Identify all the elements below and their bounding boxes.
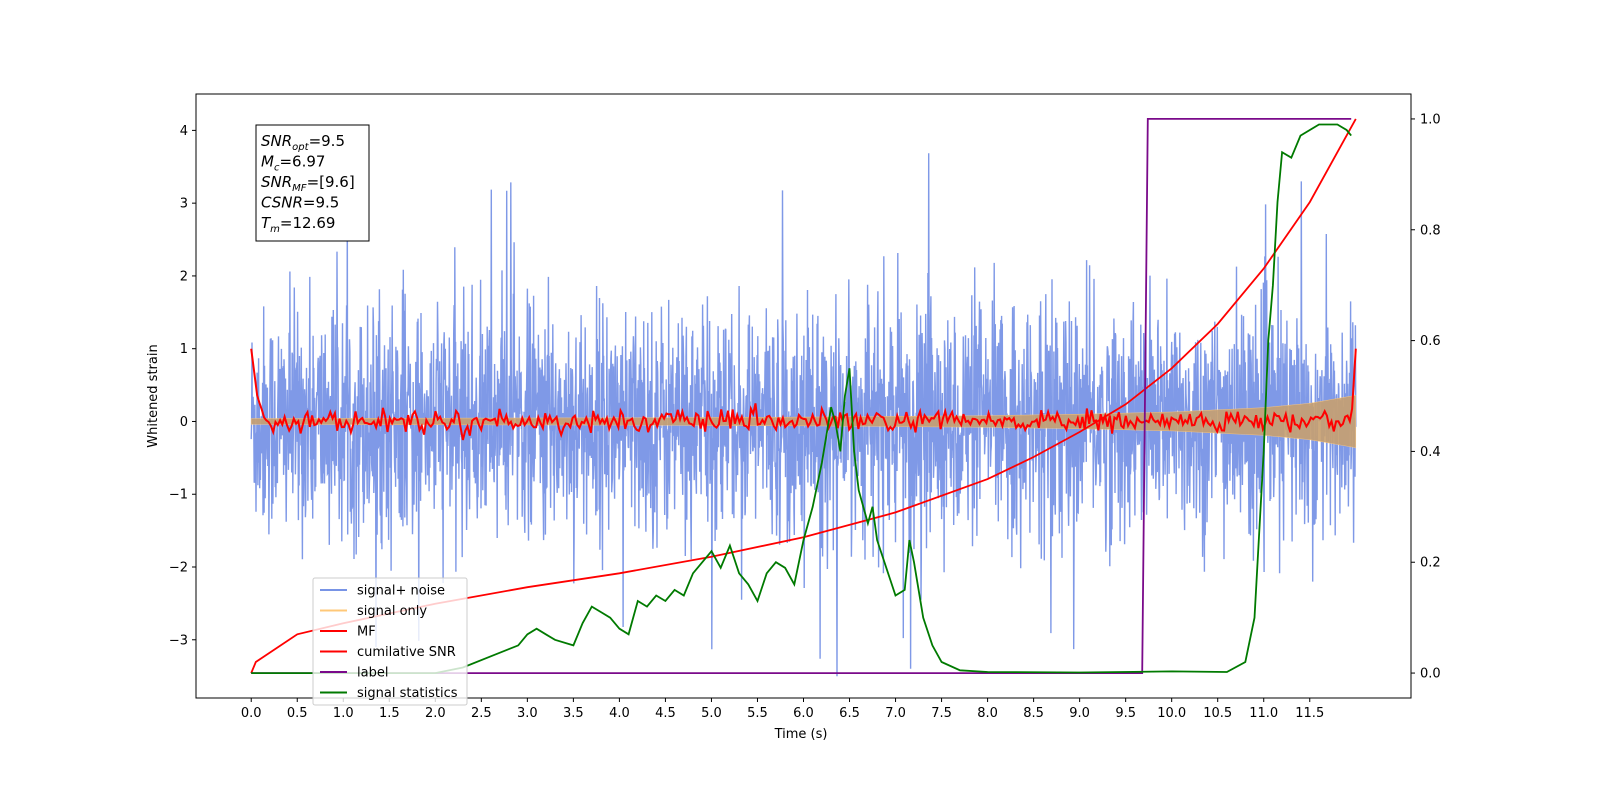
x-tick-label: 8.5: [1023, 706, 1044, 721]
x-tick-label: 11.5: [1295, 706, 1324, 721]
y-tick-label: −2: [169, 561, 188, 576]
annotation-line: CSNR=9.5: [261, 194, 339, 212]
x-tick-label: 1.5: [379, 706, 400, 721]
x-tick-label: 3.0: [517, 706, 538, 721]
x-tick-label: 4.5: [655, 706, 676, 721]
x-tick-label: 2.5: [471, 706, 492, 721]
y-tick-label: 4: [180, 124, 188, 139]
x-tick-label: 10.0: [1157, 706, 1186, 721]
y2-tick-label: 0.6: [1420, 334, 1441, 349]
y-axis-title: Whitened strain: [146, 344, 161, 447]
y2-tick-label: 0.2: [1420, 556, 1441, 571]
x-tick-label: 0.0: [241, 706, 262, 721]
series-signal-noise: [250, 153, 1357, 677]
x-tick-label: 6.5: [839, 706, 860, 721]
annotation-frame: [255, 124, 370, 242]
x-tick-label: 9.0: [1069, 706, 1090, 721]
annotation-line: Tm=12.69: [261, 214, 335, 235]
legend-label: signal+ noise: [357, 584, 445, 599]
y2-tick-label: 1.0: [1420, 112, 1441, 127]
legend-label: signal statistics: [357, 686, 458, 701]
x-tick-label: 5.5: [747, 706, 768, 721]
legend: signal+ noise signal only MF cumilative SNR…: [312, 577, 468, 706]
x-tick-label: 0.5: [287, 706, 308, 721]
annotation-line: Mc=6.97: [261, 153, 325, 174]
legend-label: cumilative SNR: [357, 645, 456, 660]
legend-label: label: [357, 666, 388, 681]
x-tick-label: 8.0: [977, 706, 998, 721]
y-tick-label: 1: [180, 342, 188, 357]
y-tick-label: −3: [169, 633, 188, 648]
x-tick-label: 1.0: [333, 706, 354, 721]
x-tick-label: 4.0: [609, 706, 630, 721]
y-tick-label: 0: [180, 415, 188, 430]
x-axis-title: Time (s): [774, 727, 828, 742]
y-tick-label: 2: [180, 269, 188, 284]
y2-tick-label: 0.0: [1420, 667, 1441, 682]
x-tick-label: 10.5: [1203, 706, 1232, 721]
series-signal-statistics: [251, 123, 1352, 674]
legend-label: MF: [357, 625, 376, 640]
annotation-line: SNRopt=9.5: [261, 132, 345, 153]
series-mf: [250, 348, 1357, 441]
x-tick-label: 3.5: [563, 706, 584, 721]
x-tick-label: 11.0: [1249, 706, 1278, 721]
series-label: [251, 118, 1352, 674]
x-tick-label: 7.5: [931, 706, 952, 721]
legend-label: signal only: [357, 604, 427, 619]
x-tick-label: 7.0: [885, 706, 906, 721]
x-tick-label: 6.0: [793, 706, 814, 721]
y-tick-label: −1: [169, 488, 188, 503]
x-tick-label: 2.0: [425, 706, 446, 721]
legend-frame: [312, 577, 468, 706]
y-tick-label: 3: [180, 197, 188, 212]
y2-tick-label: 0.4: [1420, 445, 1441, 460]
y2-tick-label: 0.8: [1420, 223, 1441, 238]
x-tick-label: 5.0: [701, 706, 722, 721]
x-tick-label: 9.5: [1115, 706, 1136, 721]
annotation-line: SNRMF=[9.6]: [261, 173, 355, 194]
